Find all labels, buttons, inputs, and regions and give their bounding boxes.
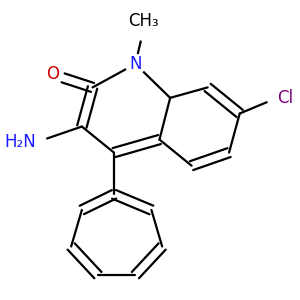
Text: N: N bbox=[129, 55, 142, 73]
Text: O: O bbox=[46, 65, 59, 83]
Text: H₂N: H₂N bbox=[4, 133, 36, 151]
Text: CH₃: CH₃ bbox=[128, 12, 159, 30]
Text: Cl: Cl bbox=[277, 89, 293, 107]
